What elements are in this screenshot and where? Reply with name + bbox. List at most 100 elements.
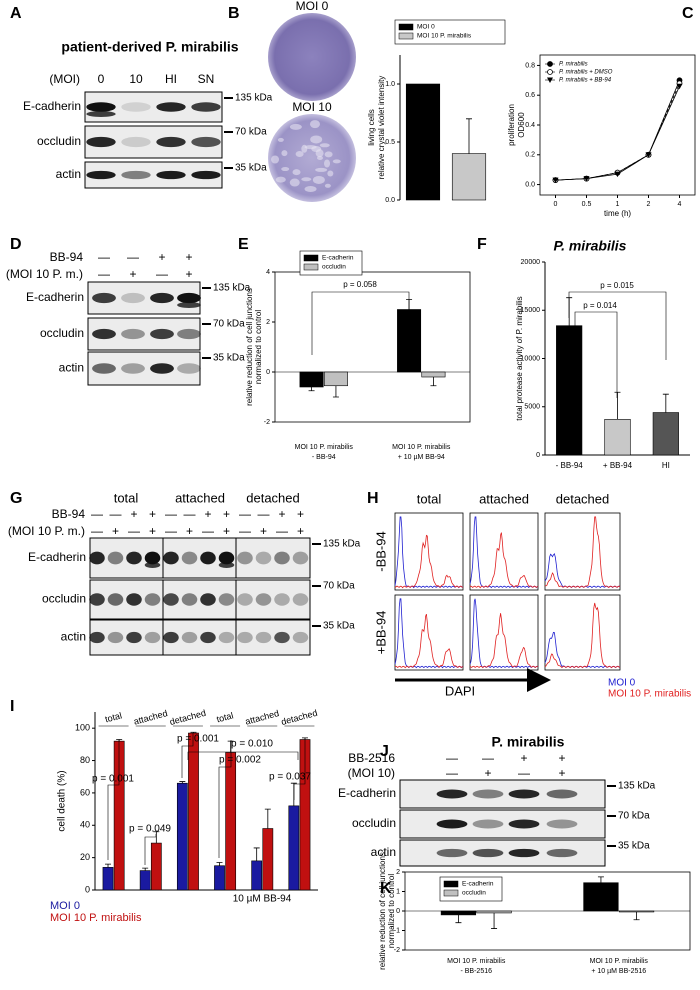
panel-letter: H (367, 490, 379, 507)
condition-mark: + (130, 507, 137, 521)
y-tick-label: 1 (396, 888, 400, 895)
significance-bracket (293, 738, 306, 800)
blot-header: attached (175, 490, 225, 505)
plate-texture (281, 167, 290, 172)
condition-mark: — (446, 751, 458, 765)
blot-band (89, 593, 105, 606)
blot-band (218, 593, 235, 606)
y-tick-label: 20000 (521, 259, 541, 266)
x-tick-label: detached (280, 708, 318, 727)
x-tick-label: + 10 µM BB-2516 (591, 968, 646, 975)
blot-band (92, 363, 116, 374)
condition-mark: — (91, 524, 103, 538)
row-label: actin (56, 167, 81, 181)
plate-texture (309, 120, 320, 129)
x-tick-label: - BB-94 (312, 454, 336, 461)
blot-band (274, 631, 290, 644)
x-tick-label: attached (244, 708, 280, 727)
blot-band (436, 819, 468, 829)
x-tick-label: HI (662, 461, 670, 470)
blot-header: detached (246, 490, 300, 505)
y-tick-label: 0.0 (385, 197, 395, 204)
blot-band (546, 819, 578, 829)
x-axis-label: time (h) (604, 209, 631, 218)
plate-texture (301, 177, 312, 182)
error-bar (190, 731, 197, 734)
y-tick-label: 0.6 (525, 92, 535, 99)
blot-band (191, 136, 221, 148)
marker (547, 61, 553, 67)
blot-band (126, 593, 142, 606)
bar (139, 870, 151, 891)
y-tick-label: 0 (396, 908, 400, 915)
x-tick-label: MOI 10 P. mirabilis (590, 958, 649, 965)
flow-curve (394, 534, 464, 589)
bar (323, 371, 348, 387)
legend-entry: P. mirabilis + BB-94 (559, 78, 612, 84)
bar (225, 752, 237, 891)
bar (102, 867, 114, 891)
panel-letter: I (10, 698, 14, 715)
condition-mark: — (258, 507, 270, 521)
annotation: p = 0.014 (583, 301, 617, 310)
condition-mark: — (98, 267, 110, 281)
blot-header: total (114, 490, 139, 505)
y-axis-label: cell death (%) (57, 770, 68, 831)
blot-title: patient-derived P. mirabilis (61, 39, 238, 55)
x-tick-label: 1 (616, 201, 620, 208)
error-bar (105, 863, 112, 868)
flow-curve (469, 516, 539, 589)
flow-header: total (417, 491, 442, 506)
condition-label: BB-94 (52, 507, 86, 521)
annotation: p = 0.058 (343, 280, 377, 289)
flow-header: detached (556, 491, 610, 506)
legend-box (394, 19, 506, 45)
significance-bracket (144, 834, 157, 865)
blot-band (181, 593, 198, 606)
x-tick-label: MOI 10 P. mirabilis (295, 444, 354, 451)
error-bar (332, 385, 339, 398)
blot-band (200, 551, 216, 565)
annotation: p = 0.015 (600, 281, 634, 290)
significance-bracket (107, 740, 120, 860)
marker (676, 83, 683, 90)
condition-mark: + (185, 267, 192, 281)
blot-band (92, 292, 116, 304)
blot-band (218, 562, 235, 568)
blot-band (274, 551, 290, 565)
blot-band (156, 102, 186, 112)
plate-texture (327, 170, 334, 177)
blot-band (126, 551, 142, 565)
condition-mark: — (482, 751, 494, 765)
row-label: actin (59, 361, 84, 375)
flow-curve (469, 598, 539, 669)
size-label: 135 kDa (618, 781, 656, 792)
size-label: 70 kDa (618, 811, 650, 822)
legend-entry: MOI 0 (608, 678, 636, 689)
row-label: actin (61, 630, 86, 644)
condition-mark: — (276, 524, 288, 538)
plate-texture (289, 178, 300, 187)
flow-frame (544, 512, 621, 591)
size-label: 135 kDa (235, 93, 273, 104)
blot-band (126, 631, 142, 644)
plot-frame (274, 271, 471, 423)
blot-band (237, 551, 253, 565)
line (555, 86, 680, 181)
flow-row-label: +BB-94 (373, 611, 388, 655)
y-tick-label: 0 (85, 884, 90, 894)
error-bar (597, 876, 604, 883)
y-tick-label: 100 (75, 723, 90, 733)
blot-band (181, 551, 198, 565)
blot-band (86, 102, 116, 112)
condition-mark: — (446, 766, 458, 780)
error-bar (179, 781, 186, 784)
legend-swatch (443, 889, 459, 897)
x-tick-label: total (215, 710, 234, 724)
condition-mark: — (184, 507, 196, 521)
error-bar (633, 911, 640, 921)
annotation: p = 0.002 (219, 755, 261, 766)
condition-label: (MOI 10 P. m.) (6, 267, 83, 281)
condition-mark: — (110, 507, 122, 521)
y-tick-label: 2 (396, 869, 400, 876)
